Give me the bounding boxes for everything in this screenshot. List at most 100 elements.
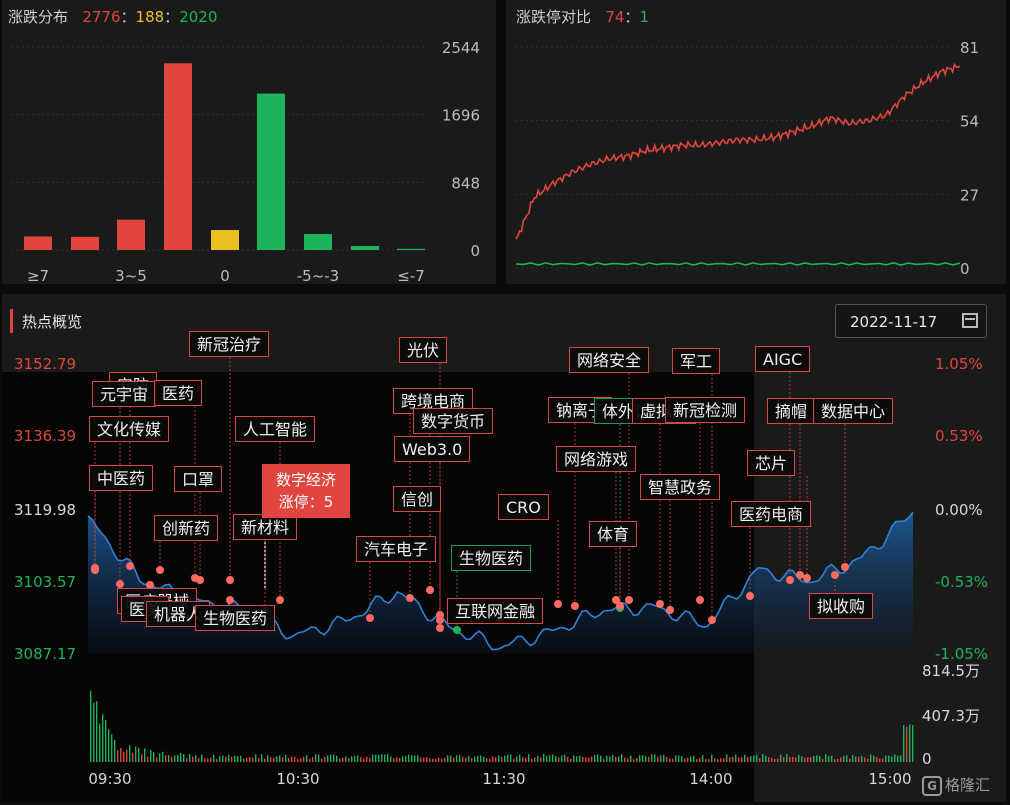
dist-ytick-label: 2544 (442, 39, 480, 57)
price-area (88, 512, 913, 653)
hot-sector-tag[interactable]: 智慧政务 (640, 474, 721, 500)
tag-anchor-dot (196, 576, 204, 584)
hot-sector-tag[interactable]: 文化传媒 (89, 416, 170, 442)
volume-bar (111, 734, 113, 762)
volume-bar (369, 757, 371, 762)
flat-count: 188 (135, 8, 165, 26)
hot-sector-tag[interactable]: 新冠检测 (665, 397, 746, 423)
hot-sector-tag[interactable]: 生物医药 (451, 545, 532, 571)
time-tick-label: 14:00 (689, 770, 732, 788)
volume-bar (837, 758, 839, 762)
logo-icon: G (922, 775, 942, 796)
volume-bar (327, 755, 329, 762)
distribution-chart: 0 848 1696 2544 ≥7 3~5 0 -5~-3 ≤-7 (12, 39, 480, 285)
hot-sector-tag[interactable]: 数字货币 (413, 408, 494, 434)
volume-bar (228, 754, 230, 762)
hot-sector-tag[interactable]: 创新药 (154, 515, 219, 541)
volume-bar (483, 756, 485, 762)
volume-bar (231, 756, 233, 762)
volume-bar (444, 757, 446, 762)
hot-sector-tag[interactable]: 新冠治疗 (189, 331, 270, 357)
volume-bar (768, 757, 770, 762)
volume-bar (588, 757, 590, 762)
dist-bar (397, 248, 425, 250)
volume-bar (330, 754, 332, 762)
volume-bar (786, 754, 788, 762)
volume-bar (762, 754, 764, 762)
volume-bar (465, 757, 467, 762)
volume-bar (528, 754, 530, 762)
volume-bar (579, 755, 581, 762)
date-value: 2022-11-17 (850, 313, 938, 331)
hot-sector-tag[interactable]: 拟收购 (809, 593, 874, 619)
volume-tick-label: 0 (922, 750, 932, 768)
volume-bar (630, 755, 632, 762)
hot-sector-tag[interactable]: CRO (498, 494, 549, 520)
hot-sector-tag[interactable]: 军工 (672, 348, 721, 374)
volume-bar (732, 756, 734, 762)
hot-sector-tag[interactable]: 汽车电子 (356, 536, 437, 562)
dist-ytick-label: 1696 (442, 107, 480, 125)
volume-bar (441, 758, 443, 762)
limit-up-count: 74 (605, 8, 625, 26)
volume-bar (258, 758, 260, 762)
hot-sector-tag[interactable]: 口罩 (174, 466, 223, 492)
volume-bar (360, 757, 362, 762)
volume-bar (537, 756, 539, 762)
calendar-icon[interactable] (962, 313, 978, 328)
volume-bar (843, 755, 845, 762)
limit-ytick-label: 54 (960, 113, 979, 131)
volume-bar (240, 755, 242, 762)
hot-sector-tag[interactable]: 医药 (154, 380, 203, 406)
dist-bar (351, 246, 379, 250)
hot-sector-tag[interactable]: 信创 (393, 486, 442, 512)
volume-bar (687, 757, 689, 762)
volume-bar (117, 750, 119, 762)
date-picker[interactable]: 2022-11-17 (835, 304, 987, 338)
volume-bar (888, 755, 890, 762)
volume-bar (306, 755, 308, 762)
hot-sector-tag[interactable]: 网络安全 (569, 347, 650, 373)
hot-sector-tag[interactable]: 芯片 (747, 450, 796, 476)
hot-sector-tag[interactable]: 医药电商 (731, 501, 812, 527)
hot-sector-tag[interactable]: 生物医药 (195, 605, 276, 631)
volume-bar (282, 757, 284, 762)
volume-bar (156, 757, 158, 762)
hot-sector-tag[interactable]: 人工智能 (235, 416, 316, 442)
hot-sector-tag[interactable]: 互联网金融 (447, 598, 544, 624)
volume-bar (864, 757, 866, 762)
volume-bar (636, 758, 638, 762)
hot-sector-tag[interactable]: 光伏 (399, 337, 448, 363)
hot-sector-tag[interactable]: AIGC (755, 346, 811, 372)
tag-anchor-dot (126, 562, 134, 570)
tag-anchor-dot (226, 596, 234, 604)
volume-bar (612, 754, 614, 762)
pct-tick-label: -1.05% (935, 645, 988, 663)
hot-title-marker (10, 309, 13, 333)
hot-sector-tag[interactable]: 摘帽 (767, 398, 816, 424)
volume-bar (615, 756, 617, 762)
volume-tick-label: 814.5万 (922, 662, 980, 680)
hot-sector-tag[interactable]: 网络游戏 (556, 446, 637, 472)
tag-anchor-dot (554, 600, 562, 608)
hot-title: 热点概览 (22, 313, 83, 331)
volume-bar (654, 754, 656, 762)
volume-bar (354, 755, 356, 762)
hot-sector-tag[interactable]: 中医药 (89, 465, 154, 491)
volume-bar (336, 755, 338, 762)
volume-bar (195, 755, 197, 762)
highlight-sector-box[interactable]: 数字经济 涨停：5 (262, 464, 350, 518)
brand-logo: G 格隆汇 (922, 774, 990, 796)
volume-bar (879, 758, 881, 762)
hot-sector-tag[interactable]: 元宇宙 (92, 381, 157, 407)
volume-bar (357, 755, 359, 762)
volume-bar (165, 755, 167, 762)
volume-bar (492, 756, 494, 762)
volume-bar (756, 754, 758, 762)
hot-sector-tag[interactable]: 数据中心 (813, 398, 894, 424)
volume-bar (180, 752, 182, 762)
tag-anchor-dot (116, 580, 124, 588)
hot-sector-tag[interactable]: 体育 (589, 521, 638, 547)
hot-sector-tag[interactable]: Web3.0 (394, 436, 471, 462)
volume-bar (651, 754, 653, 762)
